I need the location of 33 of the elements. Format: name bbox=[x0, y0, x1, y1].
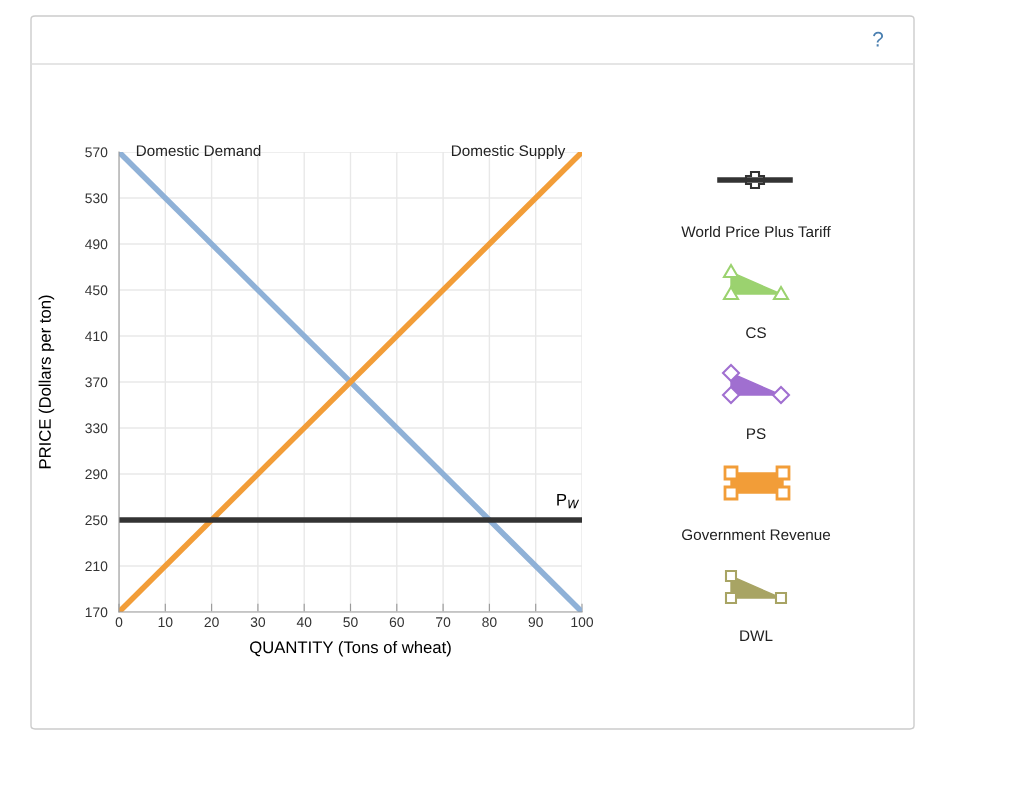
text: ? bbox=[873, 31, 884, 47]
y-axis-title: PRICE (Dollars per ton) bbox=[38, 295, 55, 469]
y-tick-label: 210 bbox=[85, 561, 108, 572]
x-tick-label: 90 bbox=[528, 617, 543, 628]
text: PS bbox=[747, 428, 766, 440]
x-tick-label: 30 bbox=[250, 617, 266, 628]
y-tick-label: 570 bbox=[85, 147, 108, 158]
x-tick-label: 70 bbox=[436, 617, 451, 628]
x-tick-label: 10 bbox=[158, 617, 173, 628]
x-axis-title: QUANTITY (Tons of wheat) bbox=[250, 640, 451, 657]
y-tick-label: 170 bbox=[85, 607, 108, 618]
x-tick-label: 50 bbox=[343, 617, 358, 628]
series-label: Domestic Supply bbox=[451, 144, 566, 160]
text: CS bbox=[746, 327, 766, 339]
x-tick-label: 20 bbox=[204, 617, 219, 628]
y-tick-label: 410 bbox=[85, 331, 108, 342]
text: World Price Plus Tariff bbox=[681, 225, 831, 238]
x-tick-label: 40 bbox=[296, 617, 312, 628]
y-tick-label: 450 bbox=[85, 285, 108, 296]
y-tick-label: 530 bbox=[85, 193, 108, 204]
y-tick-label: 330 bbox=[85, 423, 108, 434]
y-tick-label: 290 bbox=[85, 469, 108, 480]
x-tick-label: 60 bbox=[389, 617, 404, 628]
ref-line-label: P$_{W}$ bbox=[557, 493, 580, 509]
x-tick-label: 100 bbox=[571, 617, 594, 628]
y-tick-label: 490 bbox=[85, 239, 108, 250]
x-tick-label: 80 bbox=[482, 617, 497, 628]
y-tick-label: 250 bbox=[85, 515, 108, 526]
series-label: Domestic Demand bbox=[136, 144, 261, 157]
x-tick-label: 0 bbox=[115, 617, 123, 628]
text: DWL bbox=[740, 630, 773, 641]
y-tick-label: 370 bbox=[85, 377, 108, 388]
text: Government Revenue bbox=[682, 529, 831, 541]
